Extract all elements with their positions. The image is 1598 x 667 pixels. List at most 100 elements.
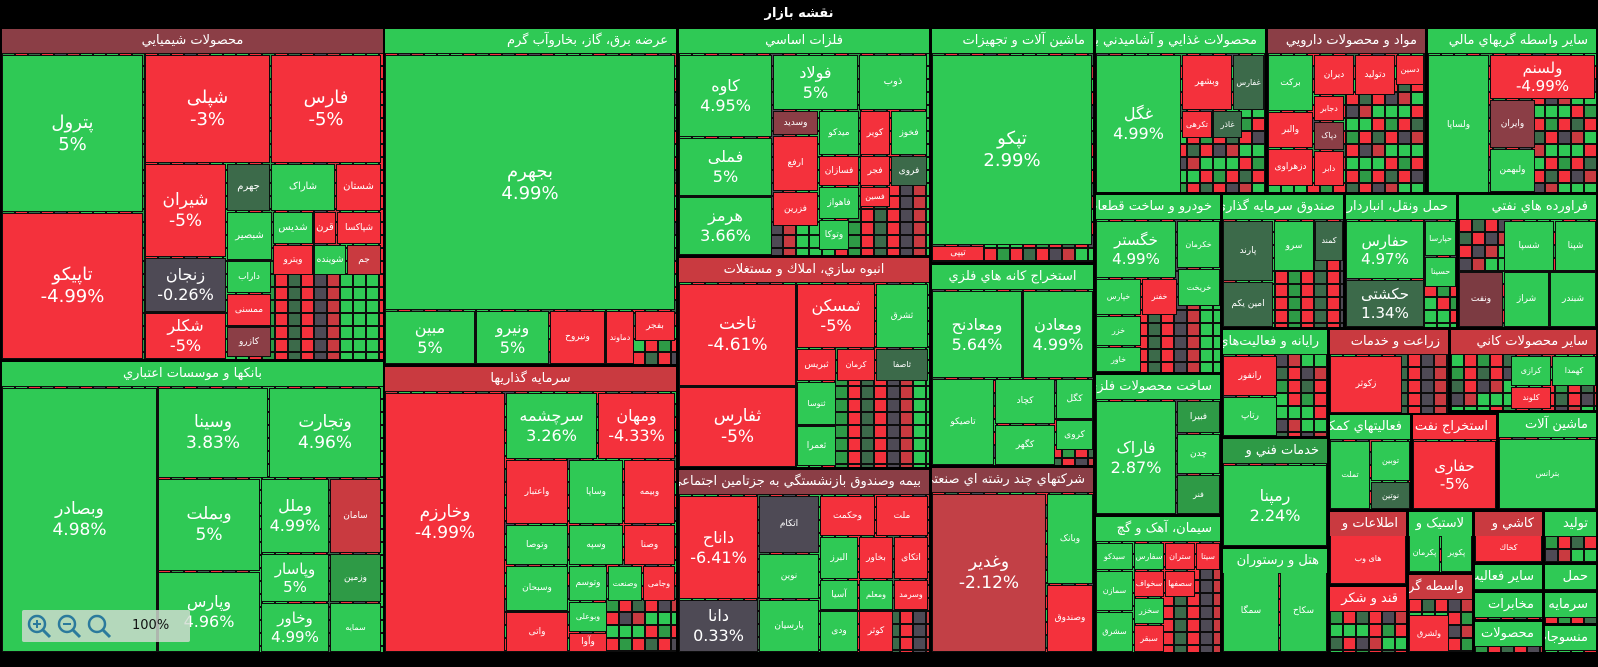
small-stock-tile[interactable] [353,300,366,313]
small-stock-tile[interactable] [1372,131,1385,144]
small-stock-tile[interactable] [1239,183,1252,192]
stock-cell-وبيمه[interactable]: وبيمه [624,460,675,524]
stock-cell-ومعادنح[interactable]: ومعادنح 5.64% [932,291,1022,378]
small-stock-tile[interactable] [1398,105,1411,118]
small-stock-tile[interactable] [671,612,676,625]
stock-cell-ثعمرا[interactable]: ثعمرا [797,426,836,466]
small-stock-tile[interactable] [900,425,913,438]
small-stock-tile[interactable] [275,326,288,339]
small-stock-tile[interactable] [900,248,913,255]
small-stock-tile[interactable] [671,625,676,638]
small-stock-tile[interactable] [1161,349,1174,362]
stock-cell-ثمسكن[interactable]: ثمسكن -5% [797,284,875,348]
small-stock-tile[interactable] [301,313,314,326]
small-stock-tile[interactable] [275,352,288,359]
small-stock-tile[interactable] [926,611,929,624]
small-stock-tile[interactable] [1545,157,1558,170]
stock-cell-جم[interactable]: جم [347,245,381,275]
small-stock-tile[interactable] [1398,92,1411,105]
small-stock-tile[interactable] [861,248,874,255]
small-stock-tile[interactable] [1174,336,1187,349]
small-stock-tile[interactable] [1411,144,1424,157]
small-stock-tile[interactable] [340,274,353,287]
small-stock-tile[interactable] [984,248,997,261]
stock-cell-خگستر[interactable]: خگستر 4.99% [1096,221,1176,278]
stock-cell-وتوسم[interactable]: وتوسم [569,566,607,601]
small-stock-tile[interactable] [783,235,796,248]
small-stock-tile[interactable] [340,339,353,352]
small-stock-tile[interactable] [1200,323,1213,336]
small-stock-tile[interactable] [1213,632,1220,645]
stock-cell-وبوعلی[interactable]: وبوعلی [569,602,607,632]
small-stock-tile[interactable] [1148,323,1161,336]
small-stock-tile[interactable] [887,451,900,464]
small-stock-tile[interactable] [874,222,887,235]
small-stock-tile[interactable] [926,425,929,438]
small-stock-tile[interactable] [913,248,926,255]
stock-cell-شديس[interactable]: شديس [273,212,313,244]
stock-cell-ومعلم[interactable]: ومعلم [859,580,893,610]
small-stock-tile[interactable] [340,287,353,300]
small-stock-tile[interactable] [1200,349,1213,362]
small-stock-tile[interactable] [926,438,929,451]
small-stock-tile[interactable] [1213,619,1220,632]
small-stock-tile[interactable] [1174,362,1187,372]
small-stock-tile[interactable] [1359,131,1372,144]
sector-invest[interactable]: وخارزم -4.99% سرچشمه 3.26% ومهان -4.33% واعتبا… [385,367,676,652]
small-stock-tile[interactable] [887,248,900,255]
stock-cell-سمايه[interactable]: سمايه [330,603,381,652]
small-stock-tile[interactable] [1275,271,1288,284]
small-stock-tile[interactable] [926,248,929,255]
small-stock-tile[interactable] [1424,92,1425,105]
small-stock-tile[interactable] [874,412,887,425]
small-stock-tile[interactable] [1213,336,1220,349]
small-stock-tile[interactable] [1187,170,1200,183]
stock-cell-وایران[interactable]: وایران [1490,100,1535,148]
sector-metal[interactable]: کاوه 4.95% فملی 5% هرمز 3.66% فولاد 5% ذوب وسديد م… [679,29,929,255]
small-stock-tile[interactable] [900,650,913,652]
small-stock-tile[interactable] [619,625,632,638]
small-stock-tile[interactable] [1411,157,1424,170]
stock-cell-سخواف[interactable]: سخواف [1134,571,1164,597]
stock-cell-ومهان[interactable]: ومهان -4.33% [598,393,675,459]
stock-cell-ودی[interactable]: ودی [820,611,858,652]
small-stock-tile[interactable] [1036,261,1049,262]
stock-cell-والبر[interactable]: والبر [1268,112,1313,148]
sector-fin[interactable]: ولسنم -4.99% ولساپا وایران ولبهمن ساير واسطه … [1428,29,1596,192]
stock-cell-شبصير[interactable]: شبصير [227,212,272,260]
small-stock-tile[interactable] [1187,144,1200,157]
small-stock-tile[interactable] [900,196,913,209]
sector-realestate[interactable]: ثاخت -4.61% ثفارس -5% ثمسكن -5% ثشرق ثبريس كرمان… [679,258,929,467]
small-stock-tile[interactable] [913,637,926,650]
small-stock-tile[interactable] [288,300,301,313]
stock-cell-تاپيكو[interactable]: تاپيكو -4.99% [2,213,143,359]
small-stock-tile[interactable] [1075,248,1088,261]
stock-cell-غاذر[interactable]: غاذر [1213,111,1242,138]
small-stock-tile[interactable] [632,651,645,652]
stock-cell-هرمز[interactable]: هرمز 3.66% [679,197,772,255]
stock-cell-خزر[interactable]: خزر [1096,316,1141,346]
small-stock-tile[interactable] [848,412,861,425]
stock-cell-كگهر[interactable]: كگهر [995,425,1055,465]
small-stock-tile[interactable] [1226,157,1239,170]
stock-cell-وسبحان[interactable]: وسبحان [506,566,568,611]
small-stock-tile[interactable] [1558,118,1571,131]
small-stock-tile[interactable] [1584,144,1596,157]
small-stock-tile[interactable] [1252,118,1265,131]
sector-metalore[interactable]: ومعادنح 5.64% ومعادن 4.99% تاصیكو كچاد كگل کروی… [932,265,1093,465]
small-stock-tile[interactable] [835,464,848,467]
small-stock-tile[interactable] [835,386,848,399]
small-stock-tile[interactable] [619,651,632,652]
small-stock-tile[interactable] [1187,310,1200,323]
small-stock-tile[interactable] [900,209,913,222]
small-stock-tile[interactable] [1411,118,1424,131]
stock-cell-زنجان[interactable]: زنجان -0.26% [145,258,226,312]
small-stock-tile[interactable] [848,399,861,412]
small-stock-tile[interactable] [835,438,848,451]
small-stock-tile[interactable] [327,287,340,300]
small-stock-tile[interactable] [606,612,619,625]
small-stock-tile[interactable] [301,287,314,300]
small-stock-tile[interactable] [1010,261,1023,262]
small-stock-tile[interactable] [1226,183,1239,192]
small-stock-tile[interactable] [1424,131,1425,144]
